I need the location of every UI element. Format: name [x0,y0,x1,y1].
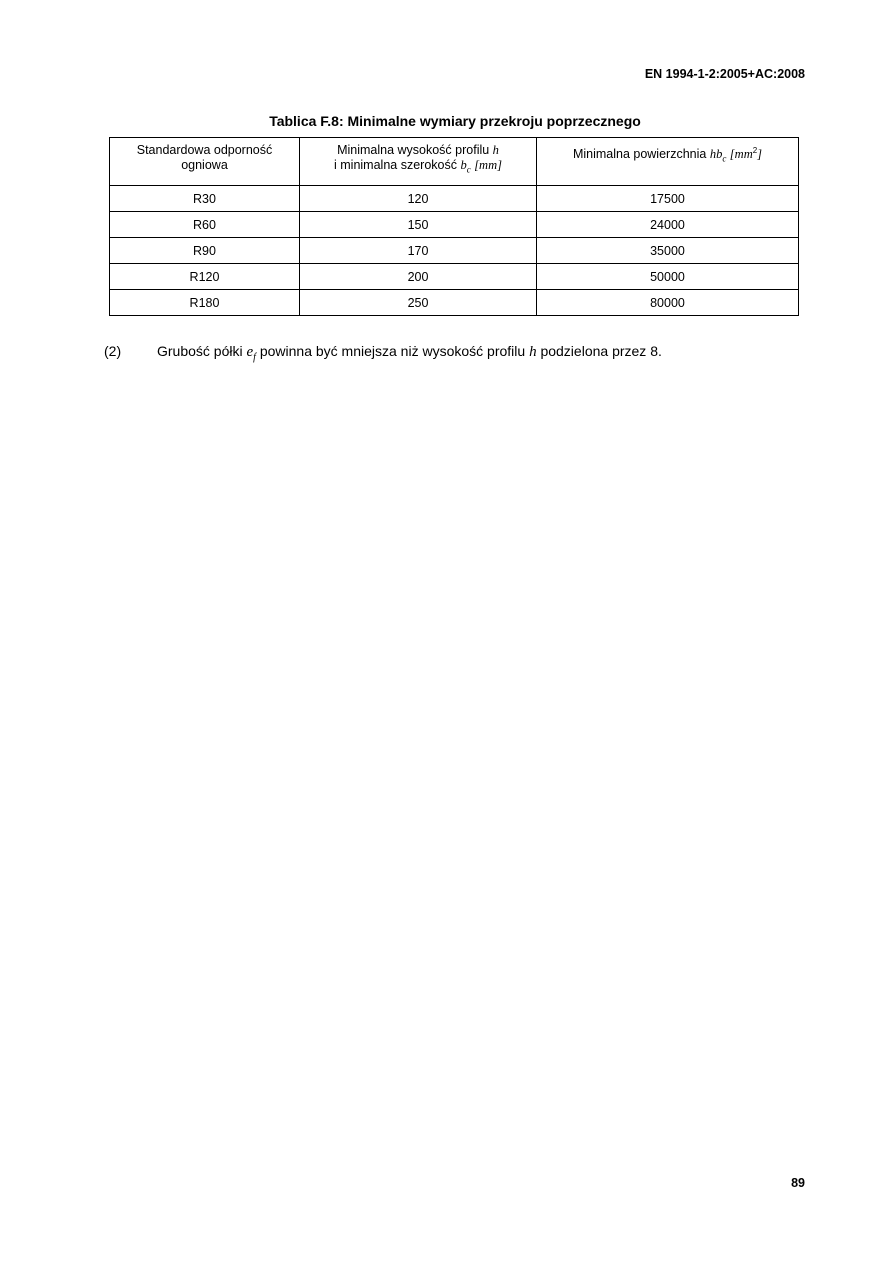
cell-min-area: 24000 [536,211,799,238]
cell-fire-resistance: R30 [109,185,300,212]
cell-min-dimension: 250 [299,289,537,316]
math-subscript: c [722,153,727,164]
paragraph-text: Grubość półki ef powinna być mniejsza ni… [157,343,662,363]
math-symbol: h [529,344,537,360]
table-row: R120 200 50000 [109,263,799,290]
page-number: 89 [791,1176,805,1190]
column-header-min-area: Minimalna powierzchnia hbc [mm2] [536,137,799,186]
header-text: Minimalna wysokość profilu [337,143,493,157]
cell-min-area: 35000 [536,237,799,264]
table-row: R30 120 17500 [109,185,799,212]
header-text: Standardowa odporność [136,143,273,157]
math-subscript: f [253,351,256,363]
table-row: R60 150 24000 [109,211,799,238]
header-text: Minimalna powierzchnia [572,147,710,162]
header-text: i minimalna szerokość [334,158,461,172]
cell-min-dimension: 150 [299,211,537,238]
cell-fire-resistance: R90 [109,237,300,264]
unit: ] [757,147,763,162]
cell-min-dimension: 170 [299,237,537,264]
table-row: R180 250 80000 [109,289,799,316]
text: podzielona przez 8. [536,343,662,359]
header-text: ogniowa [181,158,228,172]
cell-min-area: 17500 [536,185,799,212]
table-row: R90 170 35000 [109,237,799,264]
cell-fire-resistance: R180 [109,289,300,316]
cell-min-dimension: 200 [299,263,537,290]
math-symbol: e [246,344,254,360]
math-symbol: hb [709,147,723,162]
cell-fire-resistance: R60 [109,211,300,238]
table-title: Tablica F.8: Minimalne wymiary przekroju… [269,113,641,129]
cell-fire-resistance: R120 [109,263,300,290]
math-symbol: b [460,158,467,172]
text: powinna być mniejsza niż wysokość profil… [255,343,530,359]
cell-min-area: 80000 [536,289,799,316]
column-header-fire-resistance: Standardowa odporność ogniowa [109,137,300,186]
dimensions-table: Standardowa odporność ogniowa Minimalna … [109,137,799,316]
math-symbol: h [492,143,499,157]
cell-min-dimension: 120 [299,185,537,212]
unit: [mm [729,147,753,162]
paragraph-number: (2) [104,343,122,359]
unit: [mm] [474,158,502,172]
cell-min-area: 50000 [536,263,799,290]
unit-superscript: 2 [752,146,758,155]
table-header-row: Standardowa odporność ogniowa Minimalna … [109,137,799,186]
math-subscript: c [466,164,471,175]
column-header-min-dimensions: Minimalna wysokość profilu h i minimalna… [299,137,537,186]
document-header: EN 1994-1-2:2005+AC:2008 [644,67,805,81]
text: Grubość półki [157,343,247,359]
